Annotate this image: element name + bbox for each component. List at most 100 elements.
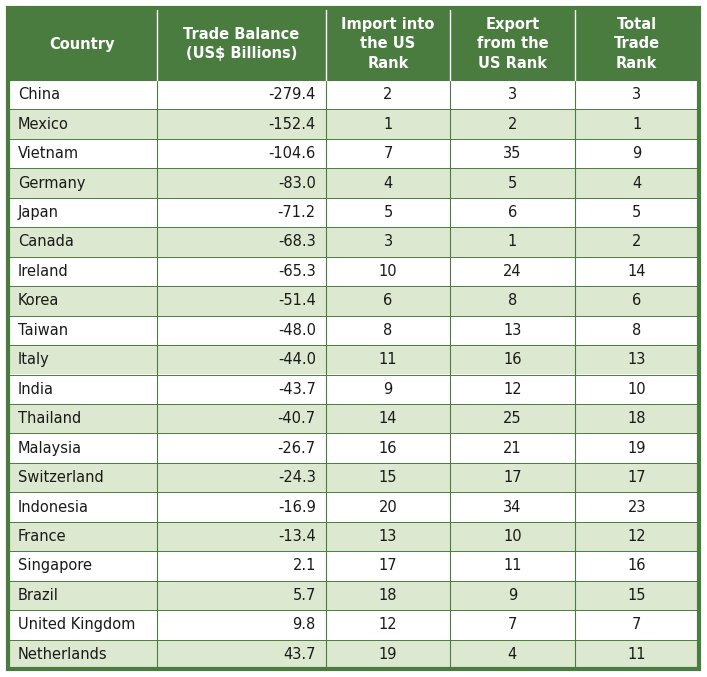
- Text: 4: 4: [508, 647, 517, 662]
- Bar: [575, 315, 699, 345]
- Text: 14: 14: [628, 264, 646, 279]
- Text: 17: 17: [379, 559, 397, 573]
- Bar: [450, 581, 575, 610]
- Bar: [450, 492, 575, 522]
- Text: 16: 16: [503, 352, 522, 368]
- Bar: [326, 581, 450, 610]
- Bar: [575, 198, 699, 227]
- Bar: [156, 640, 326, 669]
- Text: 18: 18: [628, 411, 646, 427]
- Bar: [575, 522, 699, 551]
- Bar: [8, 492, 156, 522]
- Text: -43.7: -43.7: [278, 382, 316, 397]
- Bar: [8, 610, 156, 640]
- Bar: [450, 8, 575, 80]
- Text: -24.3: -24.3: [278, 470, 316, 485]
- Text: 21: 21: [503, 441, 522, 456]
- Bar: [575, 139, 699, 169]
- Bar: [8, 551, 156, 581]
- Text: 35: 35: [503, 146, 522, 161]
- Bar: [575, 581, 699, 610]
- Text: India: India: [18, 382, 54, 397]
- Bar: [450, 315, 575, 345]
- Text: 6: 6: [508, 205, 517, 220]
- Text: 4: 4: [383, 175, 392, 190]
- Text: 5: 5: [632, 205, 641, 220]
- Text: 9.8: 9.8: [293, 617, 316, 632]
- Bar: [156, 345, 326, 374]
- Text: 2: 2: [383, 87, 392, 102]
- Bar: [8, 404, 156, 433]
- Text: Brazil: Brazil: [18, 588, 59, 603]
- Text: Germany: Germany: [18, 175, 86, 190]
- Text: 5.7: 5.7: [293, 588, 316, 603]
- Bar: [326, 610, 450, 640]
- Bar: [326, 139, 450, 169]
- Text: Vietnam: Vietnam: [18, 146, 79, 161]
- Bar: [8, 257, 156, 286]
- Text: 5: 5: [383, 205, 392, 220]
- Text: Ireland: Ireland: [18, 264, 69, 279]
- Text: 11: 11: [628, 647, 646, 662]
- Text: 8: 8: [508, 293, 517, 309]
- Text: -48.0: -48.0: [278, 323, 316, 338]
- Bar: [156, 257, 326, 286]
- Text: 9: 9: [383, 382, 392, 397]
- Text: 3: 3: [632, 87, 641, 102]
- Text: 34: 34: [503, 500, 522, 515]
- Bar: [450, 433, 575, 463]
- Bar: [575, 374, 699, 404]
- Text: -83.0: -83.0: [278, 175, 316, 190]
- Bar: [326, 492, 450, 522]
- Bar: [156, 610, 326, 640]
- Bar: [8, 198, 156, 227]
- Bar: [450, 286, 575, 315]
- Text: 8: 8: [632, 323, 641, 338]
- Text: 10: 10: [379, 264, 397, 279]
- Text: 19: 19: [628, 441, 646, 456]
- Bar: [8, 463, 156, 492]
- Bar: [575, 227, 699, 257]
- Text: 16: 16: [379, 441, 397, 456]
- Text: Thailand: Thailand: [18, 411, 81, 427]
- Text: 2: 2: [632, 234, 641, 250]
- Bar: [326, 345, 450, 374]
- Bar: [450, 522, 575, 551]
- Bar: [8, 522, 156, 551]
- Bar: [156, 8, 326, 80]
- Text: 8: 8: [383, 323, 392, 338]
- Bar: [156, 227, 326, 257]
- Bar: [450, 257, 575, 286]
- Text: 11: 11: [503, 559, 522, 573]
- Text: -26.7: -26.7: [278, 441, 316, 456]
- Text: United Kingdom: United Kingdom: [18, 617, 135, 632]
- Bar: [8, 227, 156, 257]
- Bar: [575, 110, 699, 139]
- Bar: [575, 80, 699, 110]
- Text: 5: 5: [508, 175, 517, 190]
- Text: Netherlands: Netherlands: [18, 647, 107, 662]
- Bar: [156, 198, 326, 227]
- Text: -51.4: -51.4: [278, 293, 316, 309]
- Bar: [8, 8, 156, 80]
- Text: -13.4: -13.4: [278, 529, 316, 544]
- Text: 13: 13: [379, 529, 397, 544]
- Text: 12: 12: [628, 529, 646, 544]
- Bar: [450, 640, 575, 669]
- Text: 1: 1: [632, 116, 641, 131]
- Bar: [450, 551, 575, 581]
- Text: 4: 4: [632, 175, 641, 190]
- Text: 12: 12: [379, 617, 397, 632]
- Text: -40.7: -40.7: [278, 411, 316, 427]
- Bar: [575, 257, 699, 286]
- Text: 17: 17: [503, 470, 522, 485]
- Text: Korea: Korea: [18, 293, 59, 309]
- Bar: [326, 80, 450, 110]
- Bar: [326, 463, 450, 492]
- Text: 6: 6: [383, 293, 392, 309]
- Bar: [326, 640, 450, 669]
- Text: 12: 12: [503, 382, 522, 397]
- Text: 19: 19: [379, 647, 397, 662]
- Text: 13: 13: [503, 323, 522, 338]
- Text: Italy: Italy: [18, 352, 49, 368]
